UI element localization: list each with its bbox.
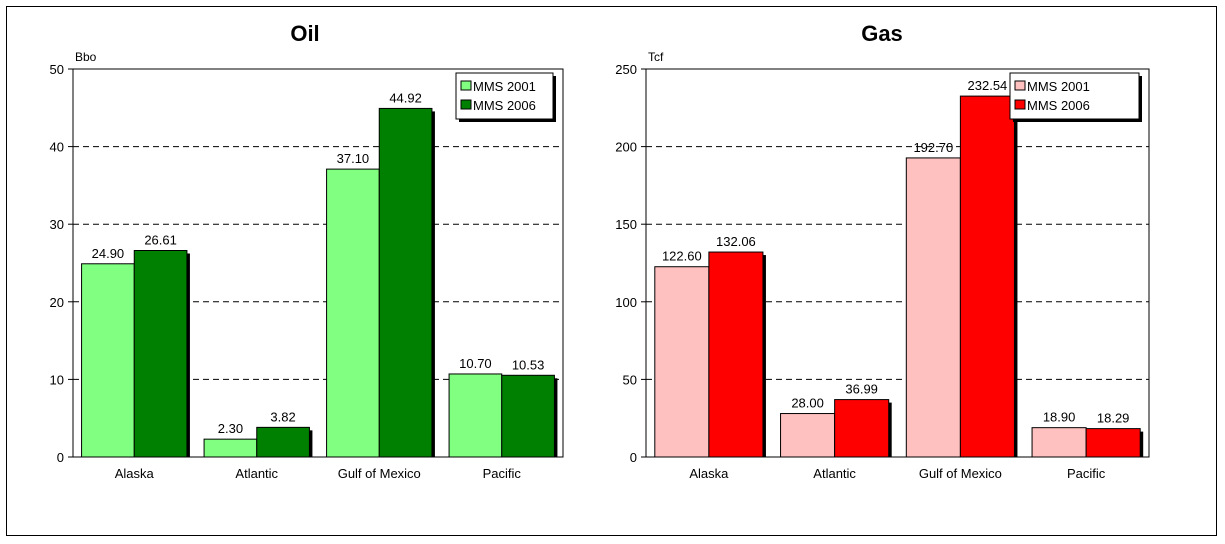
y-tick-label: 10: [50, 372, 64, 387]
x-category-label: Alaska: [115, 466, 155, 481]
bar: [1031, 427, 1087, 458]
bar-value-label: 10.70: [459, 356, 492, 371]
bar: [203, 438, 258, 458]
y-tick-label: 250: [615, 62, 637, 77]
bar-value-label: 18.29: [1097, 411, 1130, 426]
bar: [133, 250, 188, 458]
bar-value-label: 122.60: [662, 249, 702, 264]
x-category-label: Atlantic: [813, 466, 856, 481]
bar: [1085, 428, 1141, 458]
bar: [905, 157, 961, 458]
legend-swatch: [1014, 99, 1026, 110]
legend: [1009, 72, 1140, 120]
bar: [81, 263, 135, 458]
bar-value-label: 28.00: [791, 396, 824, 411]
bar-value-label: 132.06: [716, 234, 756, 249]
chart-title: Oil: [290, 21, 319, 46]
bar-value-label: 232.54: [968, 78, 1008, 93]
bar-value-label: 192.70: [913, 140, 953, 155]
y-tick-label: 100: [615, 295, 637, 310]
bar: [378, 107, 433, 458]
y-tick-label: 30: [50, 217, 64, 232]
legend-swatch: [1014, 80, 1026, 91]
bar-value-label: 24.90: [92, 246, 125, 261]
x-category-label: Gulf of Mexico: [338, 466, 421, 481]
bar: [654, 266, 710, 458]
x-category-label: Pacific: [1067, 466, 1106, 481]
bar-value-label: 37.10: [337, 151, 370, 166]
legend-label: MMS 2001: [1027, 79, 1090, 94]
legend-swatch: [460, 99, 472, 110]
bar: [834, 399, 890, 458]
y-tick-label: 0: [630, 450, 637, 465]
bar-value-label: 2.30: [218, 421, 243, 436]
plot-area: [645, 68, 1150, 458]
chart-panel-gas: Gas Tcf 0 50 100 150 200 250 122.60 132.06 Alaska 2…: [615, 21, 1150, 481]
x-category-label: Pacific: [483, 466, 522, 481]
legend-label: MMS 2006: [473, 98, 536, 113]
bar-value-label: 44.92: [389, 90, 422, 105]
legend: [455, 72, 554, 120]
y-tick-label: 40: [50, 140, 64, 155]
bar-value-label: 26.61: [144, 233, 177, 248]
bar: [326, 168, 380, 458]
legend-swatch: [460, 80, 472, 91]
y-tick-label: 150: [615, 217, 637, 232]
x-category-label: Gulf of Mexico: [919, 466, 1002, 481]
bar: [256, 426, 310, 458]
bar-value-label: 10.53: [512, 357, 545, 372]
bar: [780, 413, 836, 458]
y-tick-label: 200: [615, 140, 637, 155]
plot-area: [72, 68, 564, 458]
bar: [959, 95, 1015, 458]
chart-panel-oil: Oil Bbo 0 10 20 30 40 50 24.90 26.61 Alaska 2.30 3.8…: [50, 21, 564, 481]
y-tick-label: 50: [623, 372, 637, 387]
bar: [448, 373, 503, 458]
y-unit-label: Bbo: [75, 50, 97, 64]
y-unit-label: Tcf: [648, 50, 664, 64]
legend-label: MMS 2001: [473, 79, 536, 94]
bar-value-label: 18.90: [1043, 410, 1076, 425]
bar: [708, 251, 764, 458]
bar-value-label: 3.82: [270, 409, 295, 424]
legend-label: MMS 2006: [1027, 98, 1090, 113]
chart-title: Gas: [861, 21, 903, 46]
x-category-label: Atlantic: [235, 466, 278, 481]
x-category-label: Alaska: [689, 466, 729, 481]
y-tick-label: 20: [50, 295, 64, 310]
y-tick-label: 0: [57, 450, 64, 465]
y-tick-label: 50: [50, 62, 64, 77]
bar-value-label: 36.99: [845, 382, 878, 397]
bar: [501, 374, 555, 458]
